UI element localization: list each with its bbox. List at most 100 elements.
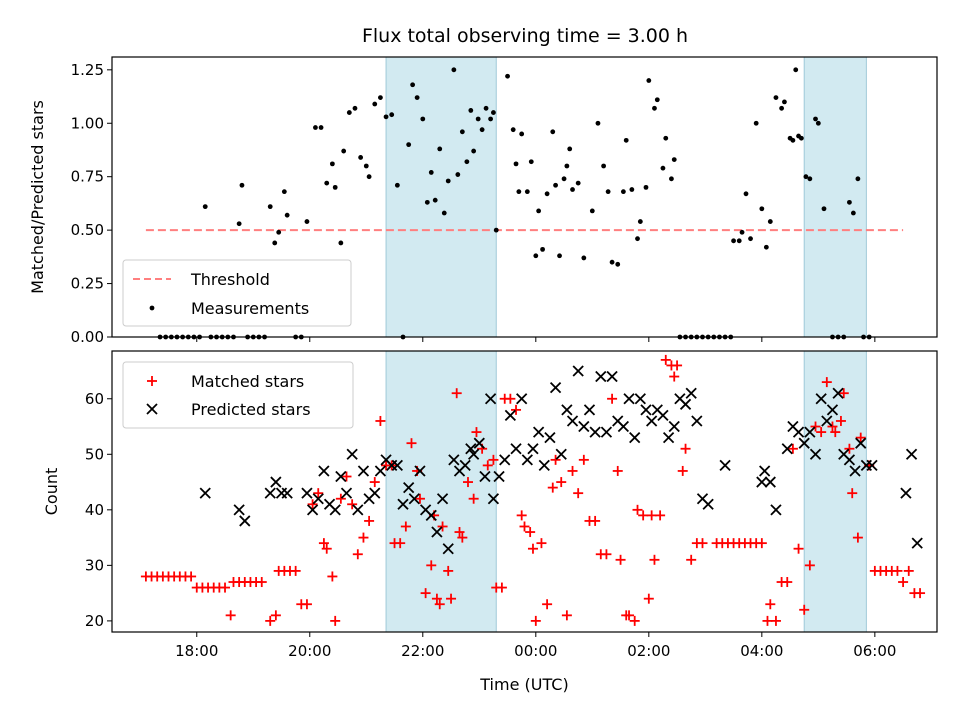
predicted-star-point	[589, 426, 601, 438]
measurement-point	[424, 199, 430, 205]
measurement-point	[239, 182, 245, 188]
measurement-point	[669, 176, 674, 182]
measurement-point	[615, 261, 621, 267]
x-tick-label: 20:00	[288, 642, 331, 660]
matched-star-point	[431, 593, 442, 604]
predicted-star-point	[357, 465, 370, 477]
y-tick-label: 60	[85, 390, 104, 408]
matched-star-point	[352, 549, 363, 560]
measurement-point	[646, 78, 652, 83]
predicted-star-point	[719, 459, 731, 472]
matched-star-point	[542, 599, 553, 610]
matched-star-point	[567, 465, 578, 476]
measurement-point	[731, 238, 736, 244]
matched-star-point	[256, 577, 267, 588]
legend-measurements-swatch	[149, 305, 155, 311]
measurement-point	[389, 112, 395, 118]
predicted-star-point	[855, 437, 867, 449]
top-highlight-bands	[385, 56, 867, 338]
matched-star-point	[301, 599, 312, 610]
measurement-point	[341, 148, 347, 154]
legend-matched-label: Matched stars	[191, 372, 304, 391]
predicted-star-point	[549, 382, 562, 394]
bottom-x-ticks: 18:00 20:00 22:00 00:00 02:00 04:00 06:00	[175, 632, 896, 660]
measurement-point	[372, 101, 378, 107]
matched-star-point	[590, 515, 601, 526]
matched-star-point	[505, 393, 516, 404]
predicted-star-point	[578, 420, 590, 433]
predicted-star-point	[397, 498, 409, 510]
matched-star-point	[496, 582, 507, 593]
measurement-point	[488, 116, 493, 122]
measurement-point	[605, 189, 611, 195]
matched-star-point	[830, 427, 841, 438]
measurement-point	[654, 97, 660, 103]
matched-star-point	[762, 615, 773, 626]
predicted-star-point	[759, 465, 771, 477]
measurement-point	[202, 204, 208, 210]
matched-star-point	[697, 538, 708, 549]
predicted-star-point	[318, 465, 330, 477]
predicted-star-point	[335, 470, 347, 483]
predicted-star-point	[425, 509, 437, 522]
y-tick-label: 30	[85, 556, 104, 574]
measurement-point	[544, 191, 550, 197]
matched-star-point	[810, 421, 821, 432]
top-axes-frame	[111, 56, 938, 338]
predicted-star-point	[442, 543, 454, 555]
measurement-point	[338, 240, 344, 246]
measurement-point	[601, 163, 607, 169]
matched-star-point	[844, 443, 855, 454]
measurement-point	[855, 176, 861, 182]
matched-star-point	[488, 454, 499, 465]
matched-star-point	[327, 571, 338, 582]
measurement-point	[468, 108, 474, 113]
predicted-star-point	[504, 409, 517, 422]
matched-star-point	[335, 493, 346, 504]
measurement-point	[815, 120, 821, 126]
predicted-star-point	[623, 393, 635, 405]
matched-star-point	[756, 538, 767, 549]
highlight-band	[803, 56, 867, 338]
matched-star-point	[519, 521, 530, 532]
measurement-point	[821, 206, 827, 212]
matched-star-point	[220, 582, 231, 593]
predicted-star-point	[905, 448, 918, 460]
predicted-star-point	[499, 454, 511, 466]
matched-star-point	[321, 543, 332, 554]
predicted-star-point	[792, 426, 805, 438]
predicted-star-point	[606, 370, 618, 383]
measurement-point	[782, 99, 787, 105]
legend-matched-swatch	[147, 376, 157, 386]
y-tick-label: 50	[85, 445, 104, 463]
matched-star-point	[660, 354, 671, 365]
predicted-star-point	[809, 448, 822, 460]
matched-star-point	[471, 427, 482, 438]
measurement-point	[570, 187, 575, 192]
predicted-star-point	[281, 487, 293, 499]
top-legend: Threshold Measurements	[122, 259, 352, 327]
predicted-star-point	[233, 504, 245, 516]
bottom-y-axis-label: Count	[42, 468, 61, 516]
predicted-star-point	[414, 465, 426, 477]
measurement-point	[807, 176, 813, 182]
predicted-star-point	[329, 504, 341, 516]
predicted-star-point	[239, 515, 251, 527]
matched-star-point	[649, 554, 660, 565]
measurement-point	[671, 157, 677, 162]
predicted-star-point	[473, 437, 485, 449]
top-x-ticks	[196, 337, 876, 342]
matched-star-point	[446, 593, 457, 604]
x-axis-label: Time (UTC)	[479, 675, 568, 694]
matched-star-point	[511, 404, 522, 415]
predicted-star-point	[804, 426, 816, 438]
measurement-point	[803, 174, 809, 180]
measurement-point	[332, 184, 338, 190]
matched-star-point	[369, 477, 380, 488]
matched-star-point	[669, 371, 680, 382]
measurement-point	[358, 155, 364, 160]
matched-star-point	[307, 499, 318, 510]
bottom-panel: 20 30 40 50 60 18:00 20:00 22:00 00:00 02:00 04:0…	[42, 350, 938, 694]
predicted-star-point	[431, 526, 443, 538]
matched-star-point	[799, 604, 810, 615]
